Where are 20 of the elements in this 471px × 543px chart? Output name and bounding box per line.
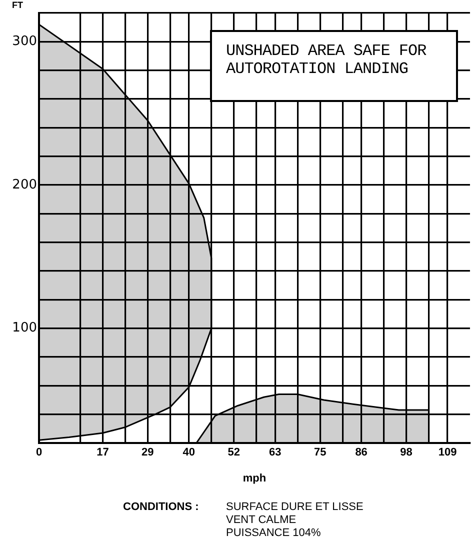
x-tick-label: 98 (400, 446, 412, 459)
y-tick-label: 300 (12, 34, 37, 50)
x-tick-label: 86 (355, 446, 368, 459)
x-axis-title: mph (242, 472, 266, 484)
x-tick-label: 40 (182, 446, 196, 459)
y-axis-title: FT (12, 0, 23, 10)
y-tick-label: 100 (12, 320, 37, 336)
x-tick-label: 0 (36, 446, 42, 459)
x-tick-label: 52 (228, 446, 240, 459)
x-tick-label: 75 (314, 446, 326, 459)
text: VENT CALME (226, 514, 298, 527)
text: CONDITIONS : (123, 501, 199, 513)
x-tick-label: 109 (438, 446, 457, 459)
annotation: UNSHADED AREA SAFE FOR AUTOROTATION LANDING (210, 30, 458, 102)
text: PUISSANCE 104% (226, 527, 322, 540)
y-tick-label: 200 (12, 177, 37, 192)
x-tick-label: 63 (268, 446, 282, 459)
x-tick-label: 17 (96, 446, 109, 459)
text: SURFACE DURE ET LISSE (226, 501, 364, 514)
x-tick-label: 29 (142, 446, 154, 459)
